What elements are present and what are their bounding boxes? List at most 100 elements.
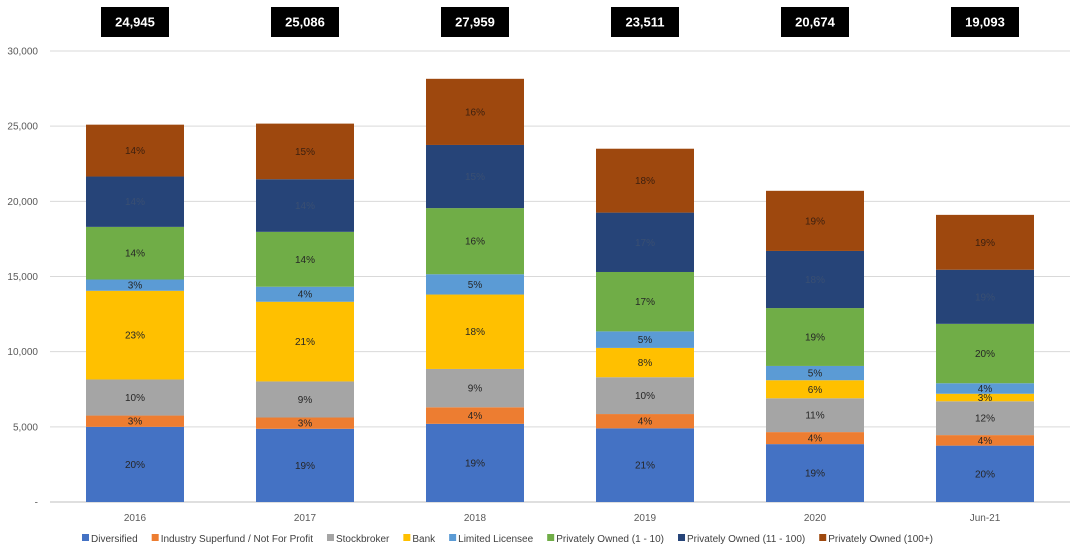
data-label: 15%: [295, 147, 315, 158]
data-label: 3%: [128, 281, 143, 292]
bar-segment: [596, 428, 694, 502]
data-label: 19%: [805, 333, 825, 344]
total-box: 24,945: [101, 7, 169, 37]
bar-segment: [596, 212, 694, 272]
bar-segment: [86, 279, 184, 291]
legend-label: Diversified: [91, 534, 138, 545]
total-label: 23,511: [625, 15, 664, 30]
y-tick-label: 5,000: [13, 422, 38, 433]
data-label: 15%: [465, 172, 485, 183]
data-label: 21%: [295, 337, 315, 348]
bar-segment: [256, 123, 354, 180]
legend-item: Diversified: [82, 534, 138, 545]
bar-segment: [766, 190, 864, 251]
bar-segment: [596, 148, 694, 213]
bar-segment: [256, 286, 354, 302]
data-label: 16%: [465, 107, 485, 118]
bar-segment: [256, 179, 354, 232]
bar-segment: [596, 331, 694, 348]
total-box: 20,674: [781, 7, 849, 37]
bar-segment: [86, 176, 184, 227]
x-tick-label: Jun-21: [970, 513, 1001, 524]
data-label: 4%: [978, 384, 993, 395]
data-label: 16%: [465, 237, 485, 248]
legend-label: Bank: [412, 534, 436, 545]
total-label: 27,959: [455, 15, 495, 30]
legend-swatch: [547, 534, 555, 541]
data-label: 10%: [125, 393, 145, 404]
total-box: 25,086: [271, 7, 339, 37]
y-tick-label: 15,000: [7, 272, 38, 283]
data-label: 20%: [975, 469, 995, 480]
data-label: 19%: [805, 216, 825, 227]
bar-segment: [256, 428, 354, 502]
total-box-bg: [271, 7, 339, 37]
legend-swatch: [678, 534, 686, 541]
bar-segment: [426, 407, 524, 424]
total-label: 25,086: [285, 15, 325, 30]
bar-segment: [256, 381, 354, 418]
legend: Diversified Industry Superfund / Not For …: [82, 534, 933, 545]
data-label: 17%: [635, 297, 655, 308]
legend-item: Limited Licensee: [449, 534, 534, 545]
data-label: 8%: [638, 358, 653, 369]
total-box: 27,959: [441, 7, 509, 37]
x-tick-label: 2018: [464, 513, 487, 524]
bar-segment: [426, 294, 524, 369]
bar-segment: [936, 323, 1034, 384]
data-label: 3%: [128, 417, 143, 428]
data-label: 14%: [125, 249, 145, 260]
bar-segment: [86, 226, 184, 280]
data-label: 9%: [468, 384, 483, 395]
bar-segment: [766, 250, 864, 309]
bar-stack: 19% 4% 11% 6% 5% 19% 18% 19%: [766, 190, 864, 502]
data-label: 19%: [465, 458, 485, 469]
data-label: 19%: [975, 292, 995, 303]
bar-segment: [766, 308, 864, 366]
bar-segment: [766, 365, 864, 381]
bar-segment: [936, 393, 1034, 402]
bar-segment: [936, 445, 1034, 502]
bar-segment: [936, 435, 1034, 446]
data-label: 17%: [635, 238, 655, 249]
data-label: 3%: [978, 393, 993, 404]
bar-stack: 21% 4% 10% 8% 5% 17% 17% 18%: [596, 148, 694, 502]
legend-swatch: [326, 534, 334, 541]
bar-segment: [766, 398, 864, 433]
data-label: 5%: [468, 280, 483, 291]
data-label: 4%: [638, 417, 653, 428]
bar-segment: [766, 432, 864, 445]
bar-stack: 19% 3% 9% 21% 4% 14% 14% 15%: [256, 123, 354, 502]
bar-segment: [426, 78, 524, 145]
bar-segment: [936, 401, 1034, 436]
y-axis: - 5,000 10,000 15,000 20,000 25,000 30,000: [7, 47, 38, 509]
data-label: 10%: [635, 391, 655, 402]
legend-item: Stockbroker: [326, 534, 390, 545]
bar-segment: [596, 414, 694, 429]
data-label: 14%: [295, 201, 315, 212]
legend-swatch: [82, 534, 89, 541]
data-label: 4%: [298, 290, 313, 301]
legend-swatch: [819, 534, 827, 541]
data-label: 6%: [808, 385, 823, 396]
data-label: 19%: [975, 238, 995, 249]
x-tick-label: 2016: [124, 513, 147, 524]
data-label: 18%: [465, 327, 485, 338]
bars: 20% 3% 10% 23% 3% 14% 14% 14% 19% 3% 9% 21% 4% 14% 14%…: [86, 78, 1034, 502]
data-label: 9%: [298, 395, 313, 406]
data-label: 19%: [805, 469, 825, 480]
y-tick-label: 25,000: [7, 122, 38, 133]
total-box: 19,093: [951, 7, 1019, 37]
bar-segment: [936, 383, 1034, 394]
data-label: 14%: [125, 146, 145, 157]
legend-item: Industry Superfund / Not For Profit: [151, 534, 313, 545]
bar-segment: [596, 377, 694, 415]
bar-segment: [596, 347, 694, 378]
data-label: 19%: [295, 461, 315, 472]
total-box: 23,511: [611, 7, 679, 37]
total-box-bg: [951, 7, 1019, 37]
bar-segment: [256, 417, 354, 429]
bar-segment: [86, 426, 184, 502]
x-tick-label: 2019: [634, 513, 657, 524]
